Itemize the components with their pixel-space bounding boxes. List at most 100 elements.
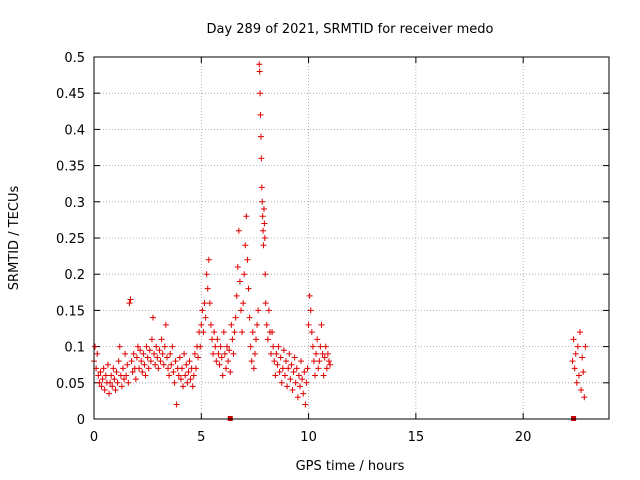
data-point (303, 379, 310, 386)
data-point (274, 361, 281, 368)
data-point (140, 350, 147, 357)
data-point (313, 350, 320, 357)
data-point (236, 278, 243, 285)
data-point (97, 368, 104, 375)
data-point (106, 390, 113, 397)
data-point (260, 242, 267, 249)
data-point (200, 329, 207, 336)
plot-frame (93, 56, 610, 420)
data-point (258, 155, 265, 162)
data-point (281, 372, 288, 379)
data-point (159, 350, 166, 357)
data-point (246, 314, 253, 321)
data-point (302, 401, 309, 408)
data-point (130, 350, 137, 357)
data-point (254, 321, 261, 328)
data-point (157, 358, 164, 365)
data-point (225, 358, 232, 365)
data-point (250, 365, 257, 372)
data-point (260, 227, 267, 234)
data-point (148, 336, 155, 343)
data-point (255, 307, 262, 314)
data-point (125, 379, 132, 386)
data-point (216, 361, 223, 368)
data-point (257, 133, 264, 140)
data-point (265, 307, 272, 314)
data-point (569, 358, 576, 365)
data-point (206, 300, 213, 307)
data-point (226, 347, 233, 354)
data-point (189, 383, 196, 390)
x-axis-label: GPS time / hours (296, 459, 405, 474)
data-point (199, 307, 206, 314)
data-point (317, 343, 324, 350)
data-point (151, 350, 158, 357)
data-point (304, 365, 311, 372)
data-point (109, 383, 116, 390)
data-point (327, 361, 334, 368)
data-point (104, 361, 111, 368)
data-point (310, 358, 317, 365)
data-point (187, 376, 194, 383)
data-point (321, 354, 328, 361)
data-point (273, 350, 280, 357)
data-point (574, 343, 581, 350)
data-point (182, 372, 189, 379)
data-point (183, 361, 190, 368)
data-point (298, 358, 305, 365)
data-point (129, 368, 136, 375)
data-point (312, 372, 319, 379)
data-point (286, 350, 293, 357)
data-point (573, 379, 580, 386)
data-point (293, 365, 300, 372)
data-point (257, 111, 264, 118)
data-point (228, 321, 235, 328)
data-point (316, 358, 323, 365)
data-point (170, 368, 177, 375)
data-point (128, 358, 135, 365)
data-point (307, 307, 314, 314)
data-point (221, 350, 228, 357)
data-point (245, 285, 252, 292)
y-tick-label: 0.5 (64, 51, 85, 66)
data-point (300, 390, 307, 397)
data-point (161, 343, 168, 350)
data-point (138, 358, 145, 365)
x-tick-label: 0 (90, 430, 98, 445)
data-point (145, 365, 152, 372)
chart-title: Day 289 of 2021, SRMTID for receiver med… (206, 22, 493, 37)
data-point (295, 372, 302, 379)
data-point (121, 376, 128, 383)
y-tick-label: 0.2 (64, 268, 85, 283)
data-point (571, 365, 578, 372)
data-point (133, 354, 140, 361)
data-point (144, 354, 151, 361)
data-point (237, 307, 244, 314)
data-point (156, 347, 163, 354)
data-point (240, 300, 247, 307)
data-point (101, 387, 108, 394)
data-point (212, 343, 219, 350)
data-point (241, 271, 248, 278)
data-point (169, 343, 176, 350)
data-point (110, 365, 117, 372)
data-point (95, 372, 102, 379)
data-point (142, 372, 149, 379)
y-tick-label: 0.1 (64, 341, 85, 356)
data-point (173, 401, 180, 408)
data-point (124, 361, 131, 368)
data-point (227, 368, 234, 375)
data-point (160, 361, 167, 368)
data-point (582, 343, 589, 350)
data-point (150, 314, 157, 321)
data-point (127, 296, 134, 303)
data-point (217, 343, 224, 350)
data-point (201, 300, 208, 307)
x-tick-label: 20 (515, 430, 532, 445)
data-point (139, 368, 146, 375)
data-point (262, 300, 269, 307)
data-point (324, 350, 331, 357)
data-point (314, 336, 321, 343)
data-point (575, 372, 582, 379)
data-point (197, 343, 204, 350)
